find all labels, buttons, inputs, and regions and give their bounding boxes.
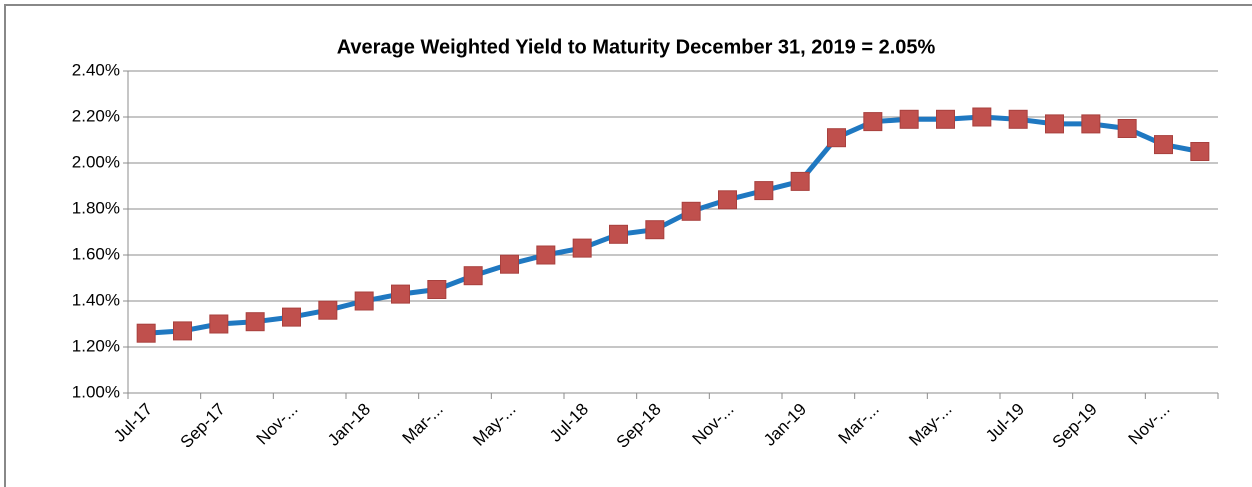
point-marker: [1008, 109, 1028, 129]
point-marker: [754, 181, 774, 201]
y-tick-label: 1.80%: [72, 198, 120, 217]
point-marker: [500, 254, 519, 274]
point-marker: [427, 280, 447, 299]
y-tick-label: 1.20%: [72, 336, 120, 355]
point-marker: [899, 109, 919, 129]
point-marker: [1045, 114, 1064, 134]
point-marker: [790, 171, 810, 191]
point-marker: [463, 266, 483, 286]
point-marker: [681, 201, 701, 221]
point-marker: [245, 312, 265, 332]
y-tick-label: 1.60%: [72, 244, 120, 263]
point-marker: [282, 307, 301, 327]
point-marker: [391, 284, 410, 304]
point-marker: [136, 323, 156, 343]
chart-title: Average Weighted Yield to Maturity Decem…: [337, 36, 936, 58]
y-tick-label: 2.40%: [72, 60, 120, 79]
y-tick-label: 2.20%: [72, 106, 120, 125]
y-tick-label: 1.00%: [72, 382, 120, 401]
y-tick-label: 1.40%: [72, 290, 120, 309]
point-marker: [609, 224, 628, 244]
point-marker: [863, 112, 883, 132]
point-marker: [536, 245, 556, 265]
point-marker: [972, 107, 992, 127]
y-tick-label: 2.00%: [72, 152, 120, 171]
point-marker: [1117, 119, 1137, 138]
point-marker: [645, 220, 665, 240]
point-marker: [1081, 114, 1101, 134]
point-marker: [827, 128, 846, 148]
point-marker: [354, 291, 374, 311]
point-marker: [718, 190, 737, 210]
point-marker: [318, 300, 338, 320]
point-marker: [936, 109, 955, 129]
point-marker: [209, 314, 229, 334]
point-marker: [1154, 135, 1173, 155]
point-marker: [173, 321, 192, 341]
point-marker: [572, 238, 592, 258]
chart-frame: [4, 4, 1252, 487]
point-marker: [1190, 142, 1210, 161]
